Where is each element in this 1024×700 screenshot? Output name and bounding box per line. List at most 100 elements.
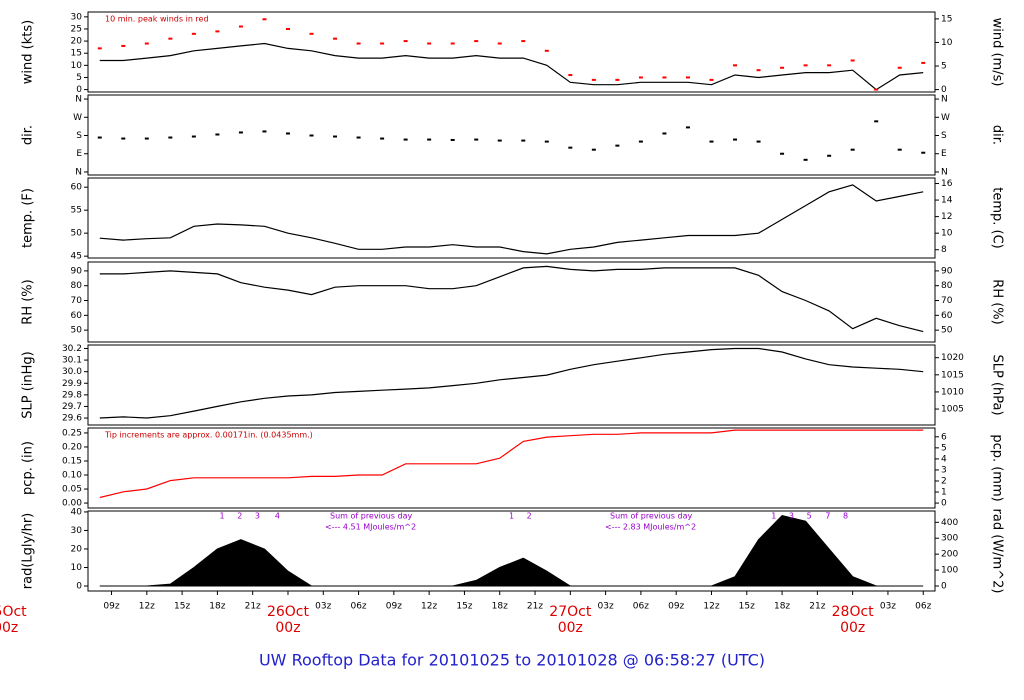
date-label: 27Oct [549,604,592,620]
y-tick-label: 45 [71,252,82,262]
point [874,120,879,123]
point [591,78,596,81]
point [403,138,408,141]
point [144,137,149,140]
line [99,429,924,499]
y-tick-label: 60 [71,183,83,193]
y-tick-label: 50 [71,229,83,239]
y-tick-label: 55 [71,206,82,216]
point [333,135,338,138]
annotation: <--- 2.83 MJoules/m^2 [605,523,696,532]
x-tick-label: 12z [703,602,719,612]
y-axis-label: RH (%) [21,279,36,324]
point [733,64,738,67]
line [99,184,924,255]
point [262,130,267,133]
y2-axis-label: RH (%) [990,279,1005,324]
point [521,40,526,43]
point [403,40,408,43]
y2-axis-label: rad (W/m^2) [990,509,1005,594]
y-tick-label: 80 [71,281,83,291]
point [733,138,738,141]
y-tick-label: 29.6 [62,414,82,424]
y-tick-label: 10 [71,563,83,573]
y2-tick-label: 10 [941,229,953,239]
y-tick-label: 30 [71,12,83,22]
y2-tick-label: 15 [941,14,952,24]
point [662,132,667,135]
point [803,64,808,67]
y-tick-label: 30.1 [62,356,82,366]
point [191,32,196,35]
hour-marker: 7 [825,512,830,521]
point [780,66,785,69]
point [497,42,502,45]
point [474,40,479,43]
y2-tick-label: 8 [941,245,947,255]
x-tick-label: 06z [633,602,649,612]
y2-tick-label: 12 [941,212,952,222]
point [568,146,573,149]
x-tick-label: 03z [598,602,614,612]
point [380,42,385,45]
point [897,148,902,151]
point [709,78,714,81]
point [921,151,926,154]
point [521,139,526,142]
point [921,61,926,64]
y2-axis-label: SLP (hPa) [990,354,1005,415]
x-tick-label: 03z [880,602,896,612]
y-tick-label: 40 [71,507,83,517]
y2-tick-label: 5 [941,62,947,72]
y-axis-label: pcp. (in) [21,441,36,495]
y-tick-label: 10 [71,61,83,71]
y2-tick-label: S [941,131,947,141]
line [99,42,924,91]
point [827,154,832,157]
chart-title: UW Rooftop Data for 20101025 to 20101028… [259,651,765,670]
x-tick-label: 21z [527,602,543,612]
y-axis-label: temp. (F) [21,188,36,248]
x-tick-label: 06z [915,602,931,612]
y-tick-label: W [73,113,82,123]
x-tick-label: 12z [421,602,437,612]
hour-marker: 3 [789,512,794,521]
x-tick-label: 18z [492,602,508,612]
y-tick-label: 60 [71,311,83,321]
y-tick-label: 50 [71,326,83,336]
point [309,32,314,35]
y2-tick-label: 0 [941,582,947,592]
y2-tick-label: 0 [941,85,947,95]
point [803,158,808,161]
y2-tick-label: 3 [941,465,947,475]
y-tick-label: 25 [71,24,82,34]
point [638,140,643,143]
annotation: <--- 4.51 MJoules/m^2 [325,523,416,532]
point [568,74,573,77]
y-tick-label: 0.25 [62,428,82,438]
panel-frame [87,261,936,343]
y2-tick-label: E [941,149,947,159]
y-tick-label: 30 [71,526,83,536]
point [850,148,855,151]
x-tick-label: 03z [315,602,331,612]
hour-marker: 4 [275,512,280,521]
hour-marker: 1 [771,512,776,521]
y-tick-label: N [75,95,82,105]
panel-frame [87,344,936,426]
y2-axis-label: temp. (C) [990,187,1005,249]
y-tick-label: 20 [71,544,83,554]
point [685,126,690,129]
x-tick-label: 18z [209,602,225,612]
point [97,47,102,50]
y2-tick-label: 80 [941,281,953,291]
y2-tick-label: 4 [941,454,947,464]
y-tick-label: 20 [71,37,83,47]
y2-tick-label: 60 [941,311,953,321]
y-tick-label: 5 [76,73,82,83]
point [121,137,126,140]
area [99,515,924,587]
date-hour-label: 00z [275,620,300,636]
date-hour-label: 00z [558,620,583,636]
x-tick-label: 21z [809,602,825,612]
